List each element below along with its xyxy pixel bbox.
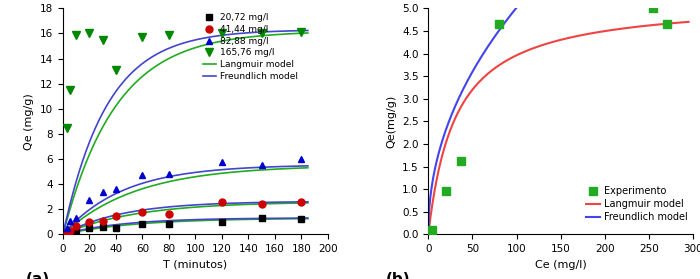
20,72 mg/l [164, 222, 173, 225]
Langmuir model [550, 40, 558, 44]
20,72 mg/l [297, 218, 305, 221]
Langmuir model [579, 33, 587, 37]
Line: Langmuir model: Langmuir model [428, 22, 689, 234]
Langmuir model [565, 36, 573, 40]
82,88 mg/l [164, 172, 173, 176]
X-axis label: T (minutos): T (minutos) [163, 260, 228, 270]
41,44 mg/l [85, 220, 94, 223]
Langmuir model [678, 21, 687, 24]
20,72 mg/l [85, 227, 94, 230]
Langmuir model [547, 40, 556, 44]
Langmuir model [685, 20, 693, 23]
20,72 mg/l [112, 227, 120, 230]
165,76 mg/l [63, 126, 71, 129]
82,88 mg/l [138, 174, 146, 177]
Langmuir model [424, 233, 433, 236]
Experimento [649, 7, 657, 10]
Experimento [442, 189, 450, 192]
165,76 mg/l [138, 36, 146, 39]
Line: 20,72 mg/l: 20,72 mg/l [64, 215, 304, 237]
165,76 mg/l [65, 88, 74, 92]
165,76 mg/l [112, 68, 120, 72]
Line: 41,44 mg/l: 41,44 mg/l [64, 199, 304, 237]
20,72 mg/l [258, 217, 266, 220]
41,44 mg/l [297, 201, 305, 204]
20,72 mg/l [138, 222, 146, 225]
165,76 mg/l [218, 32, 226, 35]
20,72 mg/l [63, 232, 71, 235]
Freundlich model [424, 230, 433, 233]
Text: (a): (a) [26, 272, 50, 279]
20,72 mg/l [218, 220, 226, 223]
41,44 mg/l [164, 213, 173, 216]
Legend: Experimento, Langmuir model, Freundlich model: Experimento, Langmuir model, Freundlich … [582, 183, 691, 225]
41,44 mg/l [218, 201, 226, 204]
165,76 mg/l [258, 32, 266, 35]
82,88 mg/l [218, 160, 226, 163]
82,88 mg/l [72, 217, 80, 220]
82,88 mg/l [112, 187, 120, 191]
165,76 mg/l [85, 32, 94, 35]
Langmuir model [638, 25, 646, 28]
41,44 mg/l [258, 203, 266, 206]
41,44 mg/l [112, 214, 120, 217]
41,44 mg/l [99, 219, 107, 222]
Experimento [662, 23, 671, 26]
41,44 mg/l [65, 229, 74, 232]
Text: (b): (b) [386, 272, 411, 279]
82,88 mg/l [258, 163, 266, 167]
Line: Experimento: Experimento [428, 4, 671, 234]
165,76 mg/l [72, 33, 80, 37]
82,88 mg/l [99, 190, 107, 193]
Experimento [495, 23, 503, 26]
Line: Freundlich model: Freundlich model [428, 0, 689, 232]
20,72 mg/l [65, 231, 74, 234]
X-axis label: Ce (mg/l): Ce (mg/l) [535, 260, 587, 270]
20,72 mg/l [72, 228, 80, 232]
Line: 82,88 mg/l: 82,88 mg/l [64, 156, 304, 232]
Y-axis label: Qe (mg/g): Qe (mg/g) [25, 93, 34, 150]
165,76 mg/l [297, 31, 305, 34]
20,72 mg/l [99, 226, 107, 229]
165,76 mg/l [164, 33, 173, 37]
Y-axis label: Qe(mg/g): Qe(mg/g) [386, 95, 396, 148]
165,76 mg/l [99, 38, 107, 42]
Legend: 20,72 mg/l, 41,44 mg/l, 82,88 mg/l, 165,76 mg/l, Langmuir model, Freundlich mode: 20,72 mg/l, 41,44 mg/l, 82,88 mg/l, 165,… [200, 11, 300, 84]
41,44 mg/l [63, 232, 71, 235]
Line: 165,76 mg/l: 165,76 mg/l [63, 28, 305, 132]
41,44 mg/l [72, 225, 80, 228]
41,44 mg/l [138, 210, 146, 213]
82,88 mg/l [297, 157, 305, 161]
82,88 mg/l [63, 227, 71, 230]
82,88 mg/l [85, 199, 94, 202]
82,88 mg/l [65, 219, 74, 222]
Experimento [456, 160, 465, 163]
Experimento [428, 228, 436, 232]
